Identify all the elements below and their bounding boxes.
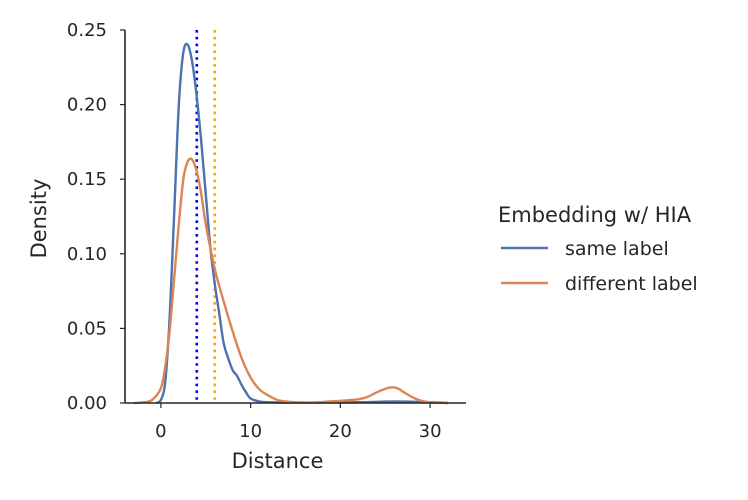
y-axis-title: Density [27, 179, 51, 259]
legend-label-2: different label [565, 273, 698, 295]
reference-lines [195, 30, 217, 403]
x-tick-label: 30 [419, 421, 442, 442]
x-tick-label: 20 [329, 421, 352, 442]
y-tick-label: 0.05 [67, 318, 107, 339]
x-tick-label: 10 [239, 421, 262, 442]
y-tick-label: 0.25 [67, 20, 107, 41]
series-lines [133, 42, 449, 405]
series-line-2 [133, 157, 449, 405]
y-tick-label: 0.20 [67, 95, 107, 116]
legend-title: Embedding w/ HIA [498, 203, 692, 227]
y-tick-label: 0.00 [67, 393, 107, 414]
x-axis-title: Distance [232, 449, 324, 473]
axes [124, 30, 466, 404]
legend: Embedding w/ HIA same label different lab… [498, 203, 698, 295]
x-tick-label: 0 [155, 421, 166, 442]
legend-label-1: same label [565, 238, 669, 260]
y-tick-label: 0.15 [67, 169, 107, 190]
series-line-1 [155, 42, 449, 405]
y-tick-label: 0.10 [67, 244, 107, 265]
ticks: 0 10 20 30 0.00 0.05 0.10 0.15 0.20 0.25 [67, 20, 442, 442]
